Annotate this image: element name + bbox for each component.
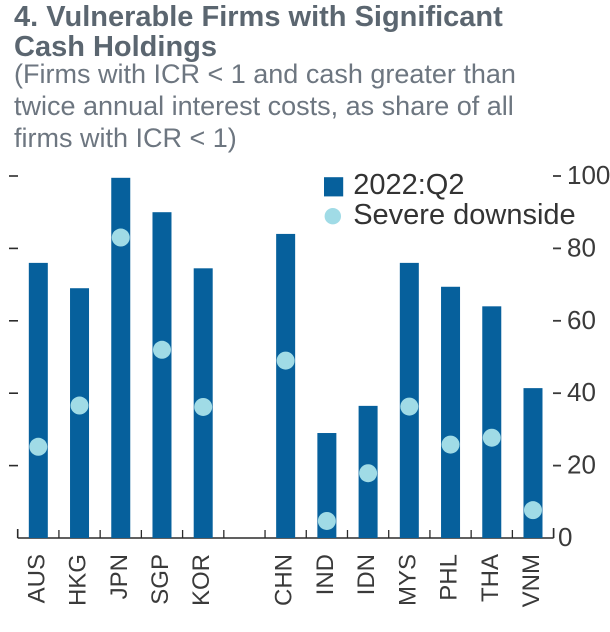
- svg-text:HKG: HKG: [65, 554, 92, 606]
- svg-text:THA: THA: [477, 554, 504, 602]
- svg-text:SGP: SGP: [147, 554, 174, 605]
- svg-text:IDN: IDN: [353, 554, 380, 595]
- svg-text:Severe downside: Severe downside: [353, 199, 575, 231]
- svg-text:60: 60: [567, 305, 596, 335]
- svg-text:100: 100: [567, 160, 610, 190]
- svg-text:CHN: CHN: [271, 554, 298, 606]
- svg-text:0: 0: [558, 522, 572, 552]
- svg-text:JPN: JPN: [106, 554, 133, 599]
- svg-text:KOR: KOR: [188, 554, 215, 606]
- svg-text:MYS: MYS: [394, 554, 421, 606]
- svg-text:VNM: VNM: [518, 554, 545, 607]
- svg-text:80: 80: [567, 232, 596, 262]
- svg-text:40: 40: [567, 377, 596, 407]
- svg-text:20: 20: [567, 450, 596, 480]
- svg-text:IND: IND: [312, 554, 339, 595]
- svg-text:AUS: AUS: [23, 554, 50, 603]
- svg-text:PHL: PHL: [436, 554, 463, 601]
- svg-text:2022:Q2: 2022:Q2: [353, 169, 464, 201]
